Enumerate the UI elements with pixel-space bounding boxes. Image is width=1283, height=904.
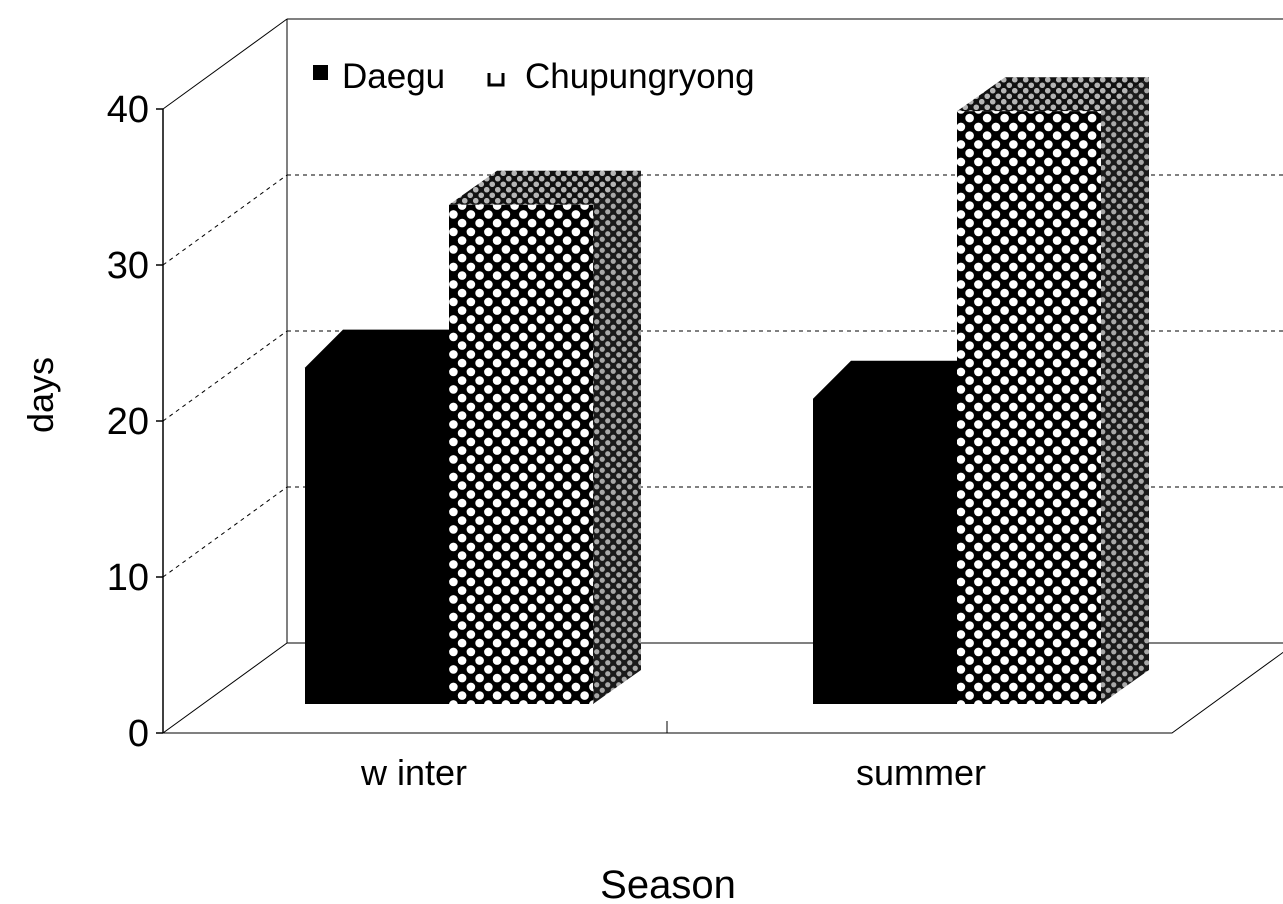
legend-swatch-chupungryong [487,73,505,87]
gridline-side-10 [162,486,288,578]
floor [161,642,1283,734]
y-axis-title: days [20,357,61,433]
bar-chupungryong-side-winter [593,170,641,705]
legend-label-daegu: Daegu [342,57,445,96]
gridline-side-30 [162,174,288,266]
gridlines [162,174,1283,578]
bar-chupungryong-side-summer [1101,77,1149,704]
bar-chupungryong-summer [957,111,1101,704]
y-tick-label: 40 [107,89,149,131]
bar-chupungryong-top-winter [449,170,641,205]
y-tick-label: 20 [107,401,149,443]
x-axis-title: Season [600,863,736,904]
y-tick-label: 30 [107,245,149,287]
legend: Daegu Chupungryong [313,57,755,96]
x-tick-label: summer [856,752,986,793]
x-tick-label: w inter [360,752,467,793]
gridline-side-20 [162,330,288,422]
bar-daegu-winter [305,329,449,704]
side-wall-top-edge [162,18,288,110]
legend-label-chupungryong: Chupungryong [525,57,755,96]
bar-chupungryong-top-summer [957,77,1149,112]
y-tick-label: 0 [128,713,149,755]
bars [305,77,1149,705]
bar-daegu-summer [813,360,957,704]
bar-chupungryong-winter [449,204,593,705]
axes: 0 10 20 30 40 w inter summer [107,89,986,793]
legend-swatch-daegu [313,65,328,80]
y-tick-label: 10 [107,557,149,599]
